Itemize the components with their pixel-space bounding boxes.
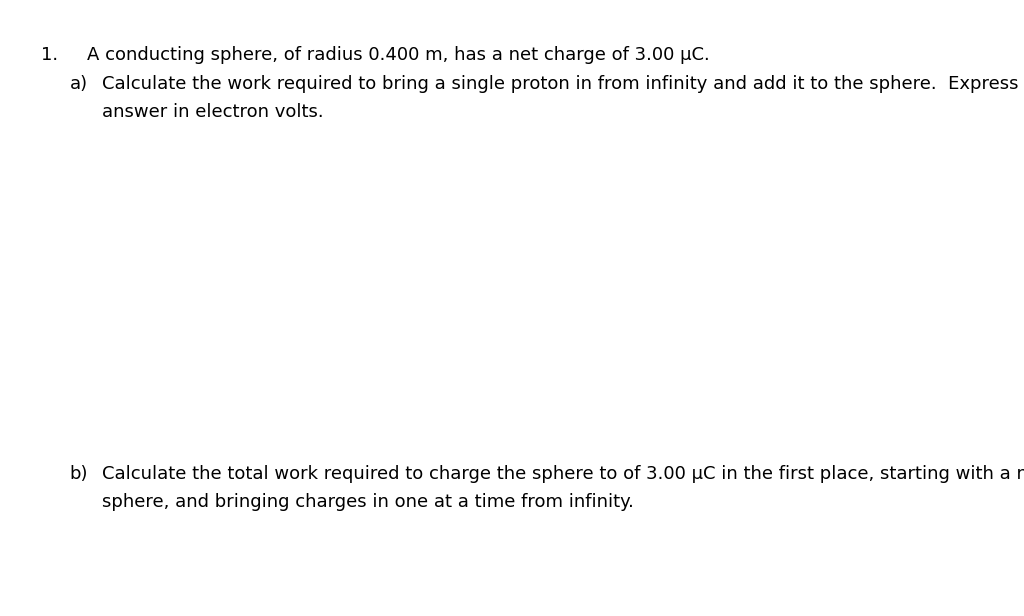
Text: Calculate the work required to bring a single proton in from infinity and add it: Calculate the work required to bring a s…	[102, 75, 1024, 93]
Text: b): b)	[70, 465, 88, 483]
Text: 1.: 1.	[41, 46, 58, 64]
Text: answer in electron volts.: answer in electron volts.	[102, 103, 324, 121]
Text: sphere, and bringing charges in one at a time from infinity.: sphere, and bringing charges in one at a…	[102, 493, 634, 511]
Text: Calculate the total work required to charge the sphere to of 3.00 μC in the firs: Calculate the total work required to cha…	[102, 465, 1024, 483]
Text: A conducting sphere, of radius 0.400 m, has a net charge of 3.00 μC.: A conducting sphere, of radius 0.400 m, …	[87, 46, 710, 64]
Text: a): a)	[70, 75, 88, 93]
